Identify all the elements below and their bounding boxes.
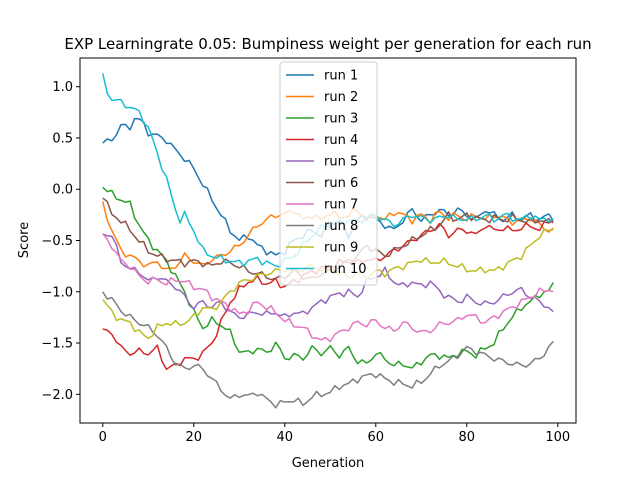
- series-line-run-7: [102, 232, 554, 343]
- legend-entry: run 8: [324, 219, 358, 234]
- y-axis-label: Score: [17, 222, 32, 258]
- chart-title: EXP Learningrate 0.05: Bumpiness weight …: [64, 35, 591, 53]
- legend: run 1 run 2 run 3 run 4 run 5 run 6 run 7 run 8…: [279, 61, 378, 286]
- legend-entry: run 5: [324, 155, 358, 170]
- legend-entry: run 10: [324, 262, 367, 277]
- x-tick-label: 40: [276, 430, 293, 445]
- x-tick-label: 20: [185, 430, 202, 445]
- legend-entry: run 4: [324, 133, 358, 148]
- x-axis: 0 20 40 60 80 100: [99, 423, 570, 445]
- y-axis: −2.0 −1.5 −1.0 −0.5 0.0 0.5 1.0: [41, 80, 80, 403]
- legend-entry: run 7: [324, 198, 358, 213]
- legend-entry: run 9: [324, 241, 358, 256]
- series-line-run-8: [102, 291, 554, 409]
- y-tick-label: 1.0: [52, 80, 73, 95]
- x-tick-label: 100: [545, 430, 570, 445]
- y-tick-label: −0.5: [41, 234, 73, 249]
- y-tick-label: −1.0: [41, 285, 73, 300]
- legend-entry: run 2: [324, 90, 358, 105]
- x-axis-label: Generation: [292, 456, 365, 471]
- series-line-run-5: [102, 233, 554, 320]
- x-tick-label: 80: [459, 430, 476, 445]
- legend-entry: run 6: [324, 176, 358, 191]
- x-tick-label: 0: [99, 430, 107, 445]
- y-tick-label: 0.5: [52, 131, 73, 146]
- x-tick-label: 60: [368, 430, 385, 445]
- y-tick-label: −2.0: [41, 388, 73, 403]
- legend-entry: run 1: [324, 69, 358, 84]
- legend-entry: run 3: [324, 112, 358, 127]
- y-tick-label: −1.5: [41, 337, 73, 352]
- y-tick-label: 0.0: [52, 183, 73, 198]
